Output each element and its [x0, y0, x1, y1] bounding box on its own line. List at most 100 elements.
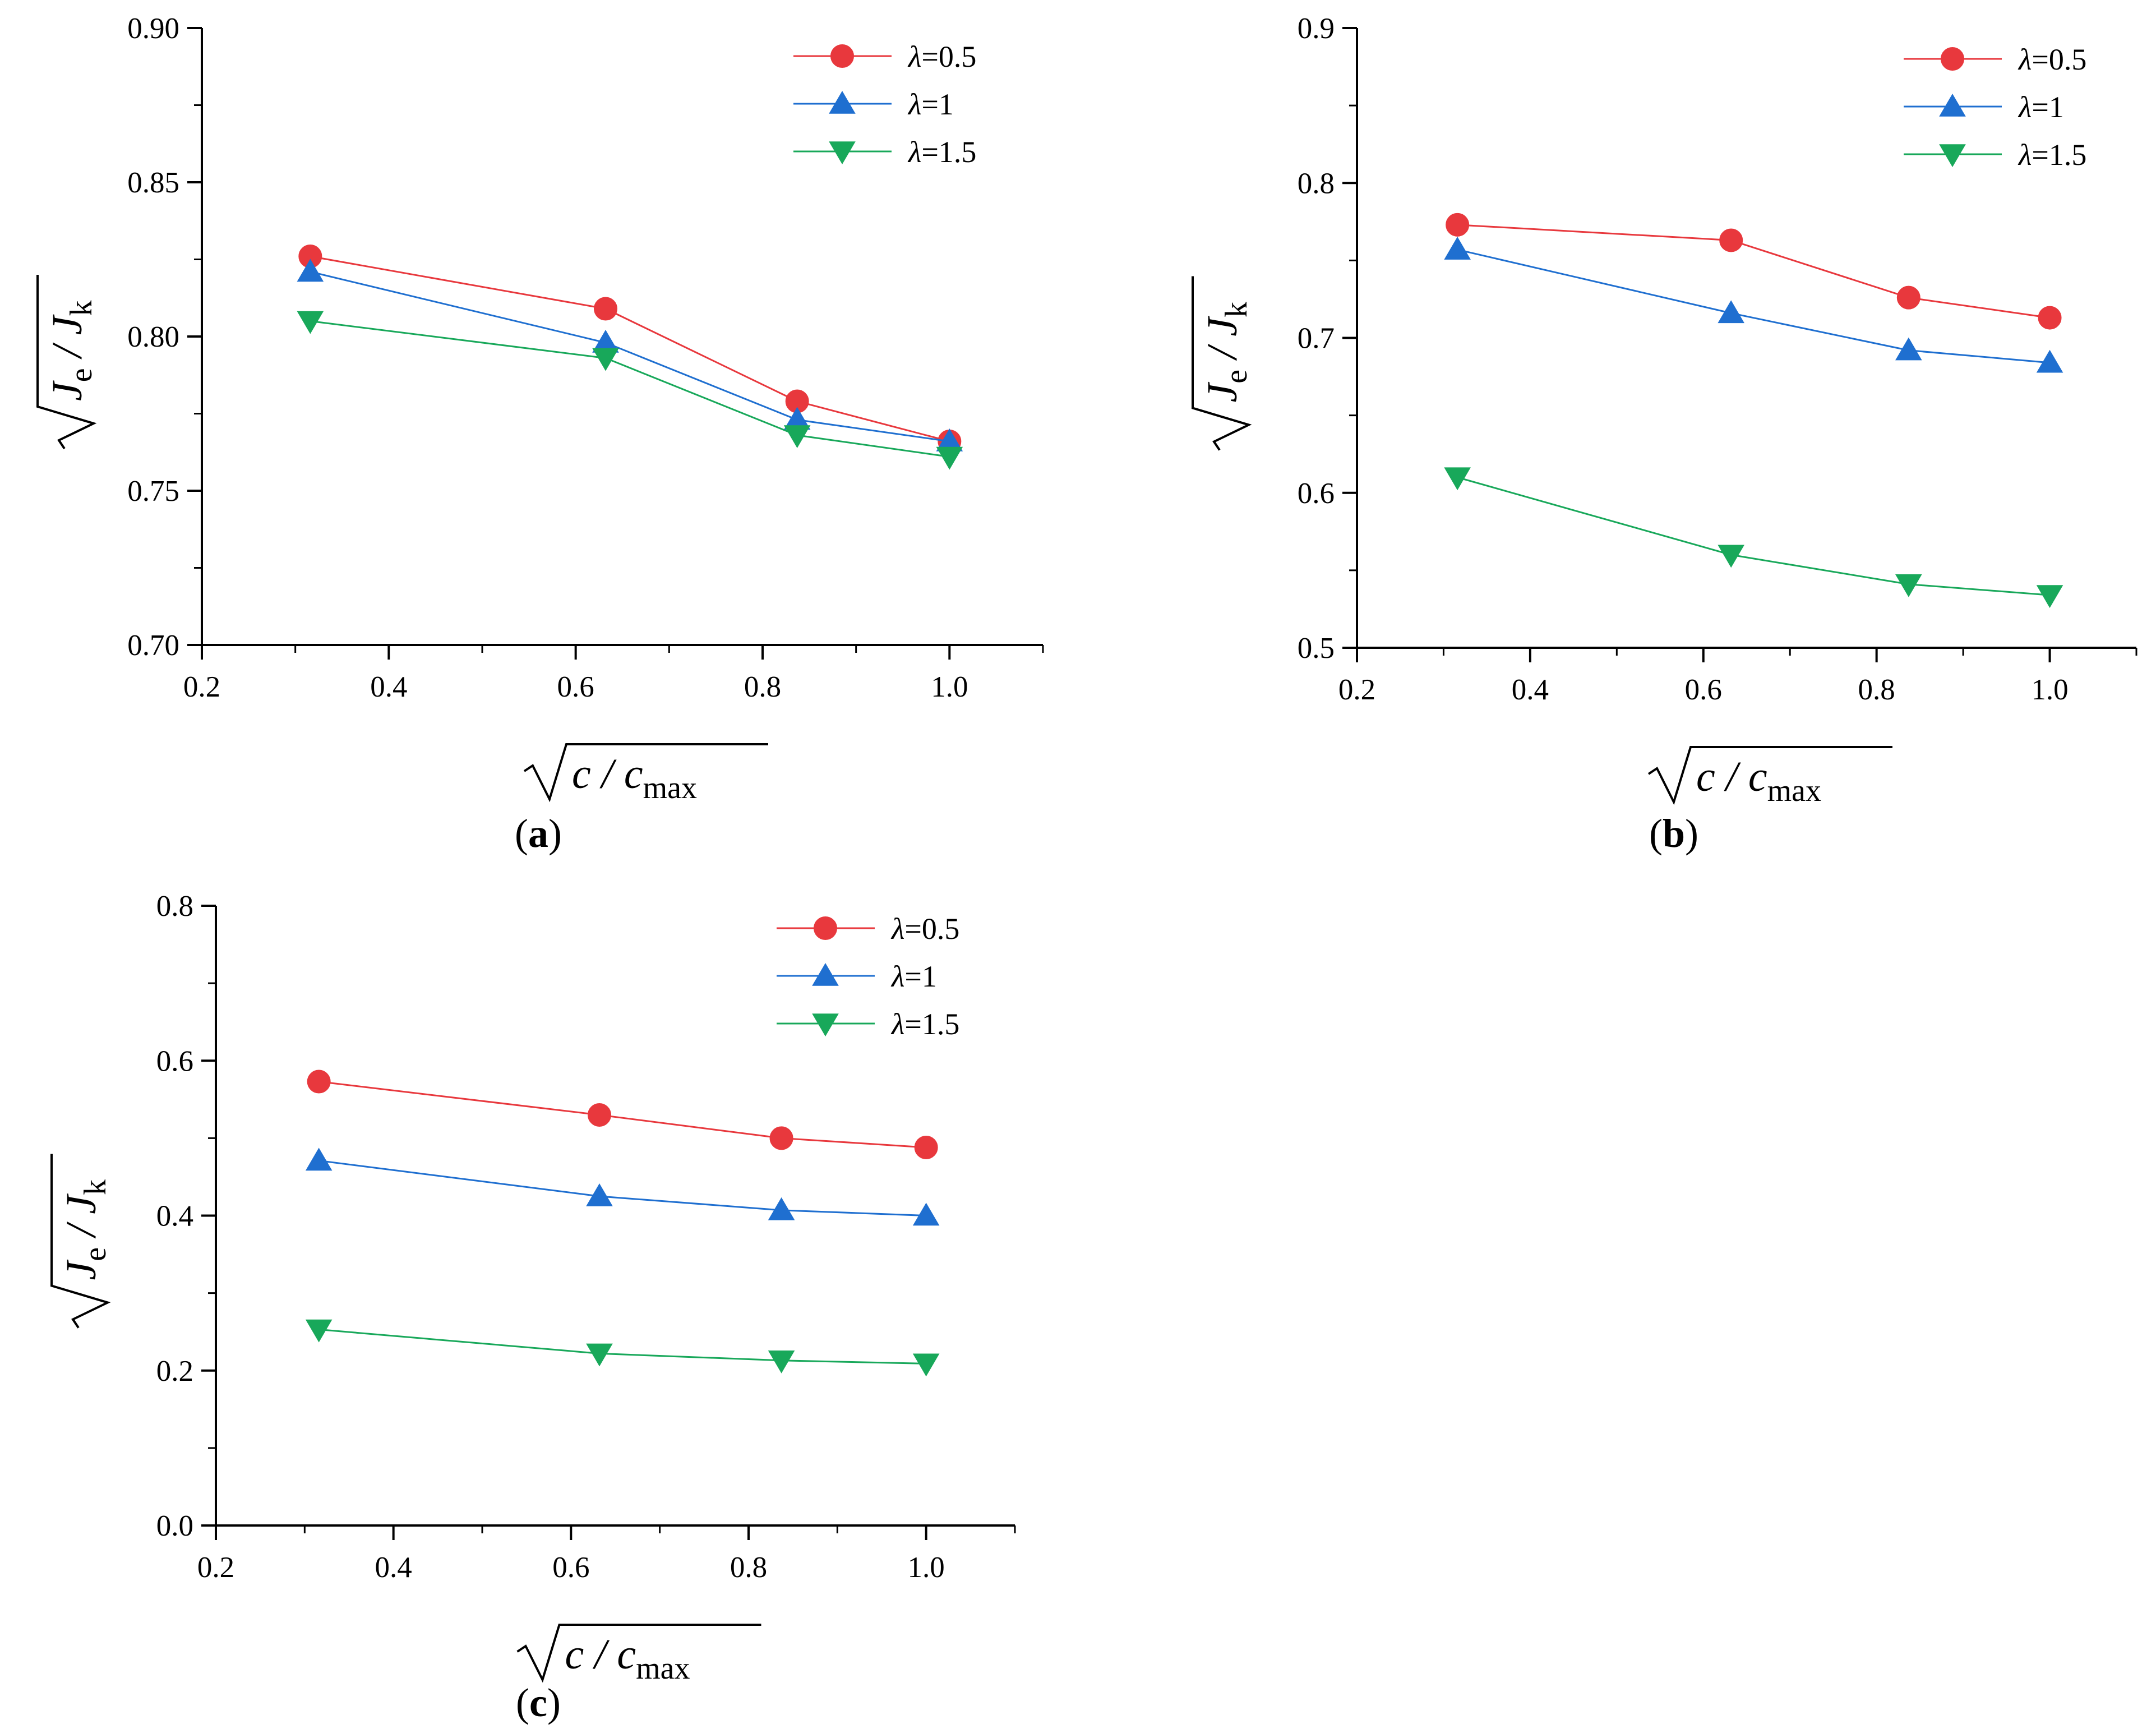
legend-marker: [1939, 144, 1966, 167]
data-point: [914, 1135, 938, 1159]
panel-label: (a): [515, 811, 562, 856]
data-point: [1446, 213, 1470, 237]
data-point: [1444, 467, 1471, 491]
legend-label: λ=1: [907, 87, 954, 121]
data-point: [586, 1183, 613, 1206]
x-tick-label: 0.6: [1685, 674, 1722, 706]
y-tick-label: 0.80: [127, 321, 179, 353]
data-point: [2036, 349, 2063, 373]
y-tick-label: 0.85: [127, 167, 179, 199]
data-point: [1718, 545, 1744, 568]
y-tick-label: 0.90: [127, 12, 179, 45]
x-tick-label: 0.2: [197, 1551, 234, 1584]
series-3: [297, 311, 963, 470]
x-axis-label-text: c / cmax: [565, 1631, 690, 1686]
y-tick-label: 0.7: [1298, 322, 1335, 355]
x-tick-label: 0.4: [1512, 674, 1549, 706]
legend-marker: [812, 1013, 839, 1036]
chart-panel-a: 0.70 0.75 0.80 0.85 0.90 0.2 0.4 0.6 0.8 1.0 c / c…: [36, 12, 1044, 805]
data-point: [912, 1353, 940, 1377]
data-point: [586, 1343, 613, 1367]
legend-marker: [1939, 94, 1966, 117]
y-tick-label: 0.2: [156, 1355, 193, 1388]
y-axis-label-text: Je / Jk: [44, 301, 99, 401]
x-axis-label-text: c / cmax: [572, 750, 697, 805]
series-1: [307, 1070, 938, 1159]
x-tick-label: 1.0: [931, 671, 968, 703]
series-line: [1457, 248, 2050, 364]
legend-marker: [830, 44, 854, 68]
series-2: [1444, 237, 2063, 373]
legend-label: λ=0.5: [2018, 43, 2086, 76]
legend-label: λ=0.5: [890, 912, 959, 946]
legend-entry: λ=1: [1904, 90, 2064, 124]
legend-label: λ=1.5: [907, 135, 976, 169]
data-point: [1718, 300, 1744, 324]
x-axis-radical: [523, 743, 768, 803]
data-point: [1896, 285, 1920, 310]
legend-label: λ=1: [2018, 90, 2064, 124]
y-axis-label-text: Je / Jk: [58, 1179, 113, 1280]
x-tick-label: 0.6: [552, 1551, 589, 1584]
x-tick-label: 0.8: [730, 1551, 767, 1584]
panel-label: (c): [516, 1680, 561, 1725]
legend-entry: λ=0.5: [1904, 43, 2086, 76]
data-point: [783, 425, 811, 448]
legend-label: λ=0.5: [907, 40, 976, 73]
legend-marker: [1941, 47, 1964, 71]
data-point: [768, 1350, 795, 1374]
legend-entry: λ=1.5: [1904, 138, 2086, 172]
legend-label: λ=1: [890, 960, 937, 993]
x-tick-label: 0.8: [744, 671, 781, 703]
data-point: [305, 1319, 333, 1343]
data-point: [1444, 237, 1471, 260]
y-axis-label: Je / Jk: [50, 1154, 113, 1329]
series-1: [298, 245, 962, 453]
data-point: [588, 1103, 611, 1127]
data-point: [2038, 306, 2062, 330]
data-point: [592, 348, 619, 371]
data-point: [1719, 228, 1743, 252]
data-point: [936, 446, 963, 470]
data-point: [2036, 585, 2063, 609]
y-tick-label: 0.6: [156, 1045, 193, 1077]
x-tick-label: 1.0: [908, 1551, 945, 1584]
x-axis-label: c / cmax: [1647, 746, 1892, 808]
legend-label: λ=1.5: [890, 1007, 959, 1041]
series-3: [305, 1319, 940, 1377]
y-axis-radical: [36, 275, 97, 450]
data-point: [297, 259, 324, 282]
y-tick-label: 0.8: [156, 890, 193, 923]
x-tick-label: 0.8: [1858, 674, 1895, 706]
data-point: [912, 1202, 940, 1226]
series-line: [318, 1081, 926, 1149]
legend-entry: λ=1: [793, 87, 954, 121]
legend-entry: λ=1: [777, 960, 937, 993]
legend-label: λ=1.5: [2018, 138, 2086, 172]
legend-marker: [814, 916, 837, 940]
y-tick-label: 0.6: [1298, 477, 1335, 510]
y-tick-label: 0.0: [156, 1510, 193, 1542]
legend-marker: [812, 963, 839, 986]
series-2: [297, 259, 963, 451]
x-tick-label: 0.6: [557, 671, 594, 703]
series-3: [1444, 467, 2063, 609]
legend-entry: λ=1.5: [793, 135, 976, 169]
chart-panel-b: 0.5 0.6 0.7 0.8 0.9 0.2 0.4 0.6 0.8 1.0 c / cmax Je…: [1192, 12, 2137, 808]
x-tick-label: 0.4: [375, 1551, 412, 1584]
series-line: [318, 1159, 926, 1216]
data-point: [1895, 337, 1922, 361]
data-point: [768, 1197, 795, 1220]
data-point: [305, 1147, 333, 1171]
x-axis-radical: [516, 1624, 761, 1683]
x-tick-label: 0.4: [370, 671, 407, 703]
series-line: [318, 1329, 926, 1365]
y-tick-label: 0.9: [1298, 12, 1335, 45]
legend-marker: [829, 91, 856, 114]
x-tick-label: 1.0: [2031, 674, 2068, 706]
panel-label: (b): [1649, 811, 1698, 856]
series-1: [1446, 213, 2062, 330]
y-tick-label: 0.75: [127, 475, 179, 508]
legend-entry: λ=0.5: [777, 912, 959, 946]
